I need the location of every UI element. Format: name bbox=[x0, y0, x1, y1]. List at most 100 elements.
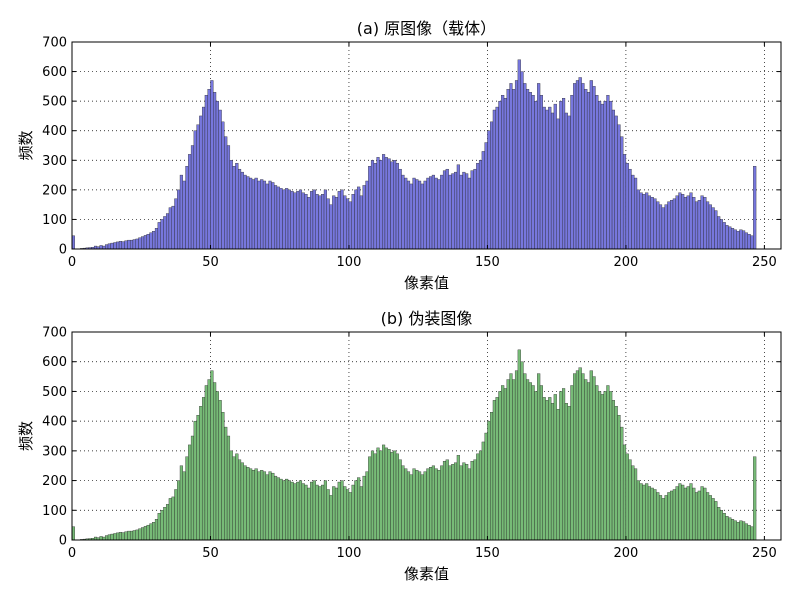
histogram-bar bbox=[113, 242, 117, 250]
histogram-bar bbox=[99, 245, 103, 250]
histogram-bar bbox=[556, 118, 560, 250]
histogram-bar bbox=[246, 176, 250, 250]
histogram-bar bbox=[512, 89, 516, 250]
histogram-bar bbox=[431, 174, 435, 250]
histogram-bar bbox=[318, 195, 322, 250]
histogram-bar bbox=[670, 490, 674, 541]
histogram-bar bbox=[622, 154, 627, 250]
histogram-bar bbox=[598, 100, 602, 250]
histogram-bar bbox=[645, 192, 649, 250]
histogram-bar bbox=[517, 59, 521, 250]
histogram-bar bbox=[304, 194, 308, 250]
histogram-bar bbox=[711, 498, 715, 541]
histogram-bar bbox=[190, 435, 195, 541]
histogram-bar bbox=[675, 195, 679, 250]
histogram-bar bbox=[672, 489, 676, 541]
histogram-bar bbox=[495, 106, 499, 250]
histogram-bar bbox=[531, 95, 535, 250]
y-tick-label: 200 bbox=[42, 474, 67, 489]
histogram-bar bbox=[346, 489, 350, 541]
histogram-bar bbox=[201, 397, 206, 541]
histogram-bar bbox=[379, 160, 383, 250]
histogram-bar bbox=[514, 80, 519, 250]
histogram-bar bbox=[603, 100, 607, 250]
histogram-bar bbox=[384, 447, 388, 541]
histogram-bar bbox=[625, 163, 629, 250]
histogram-bar bbox=[415, 179, 419, 250]
histogram-bar bbox=[141, 527, 145, 541]
histogram-bar bbox=[534, 391, 538, 541]
histogram-bar bbox=[692, 197, 696, 250]
histogram-bar bbox=[556, 409, 560, 541]
histogram-bar bbox=[667, 492, 671, 541]
histogram-bar bbox=[224, 136, 228, 250]
histogram-bar bbox=[279, 188, 283, 250]
histogram-bar bbox=[213, 382, 217, 541]
histogram-bar bbox=[160, 510, 164, 541]
histogram-bar bbox=[656, 492, 660, 541]
histogram-bar bbox=[617, 124, 621, 250]
histogram-bar bbox=[204, 385, 208, 541]
histogram-bar bbox=[730, 519, 735, 541]
histogram-bar bbox=[251, 469, 255, 541]
histogram-bar bbox=[647, 195, 652, 250]
histogram-bar bbox=[465, 173, 469, 250]
histogram-bar bbox=[733, 229, 737, 250]
histogram-bar bbox=[199, 115, 203, 250]
y-tick-label: 300 bbox=[42, 444, 67, 459]
histogram-bar bbox=[672, 198, 676, 250]
histogram-bar bbox=[706, 492, 710, 541]
x-tick-label: 100 bbox=[337, 255, 362, 270]
histogram-bar bbox=[237, 168, 242, 250]
histogram-bar bbox=[390, 161, 394, 250]
histogram-bar bbox=[694, 492, 699, 541]
histogram-bar bbox=[379, 450, 383, 541]
y-tick-label: 300 bbox=[42, 154, 67, 169]
histogram-bar bbox=[257, 471, 261, 541]
histogram-bar bbox=[401, 174, 405, 250]
histogram-bar bbox=[138, 528, 142, 541]
histogram-bar bbox=[334, 487, 339, 541]
histogram-bar bbox=[584, 379, 588, 541]
histogram-bar bbox=[179, 465, 183, 541]
histogram-bar bbox=[229, 450, 233, 541]
histogram-bar bbox=[401, 465, 405, 541]
histogram-bar bbox=[537, 83, 541, 250]
histogram-bar bbox=[249, 177, 253, 250]
histogram-bar bbox=[118, 532, 123, 541]
histogram-bar bbox=[490, 121, 494, 250]
histogram-bar bbox=[210, 80, 214, 250]
histogram-bar bbox=[332, 486, 336, 541]
histogram-bar bbox=[456, 455, 460, 541]
histogram-bar bbox=[714, 501, 718, 541]
histogram-panel-carrier: 0 50 100 150 200 250 0 100 200 300 400 500 600 700 (a)… bbox=[17, 19, 782, 292]
histogram-bar bbox=[221, 412, 225, 541]
histogram-bar bbox=[445, 459, 449, 541]
histogram-bar bbox=[634, 468, 638, 541]
histogram-bar bbox=[395, 453, 399, 541]
x-axis-label: 像素值 bbox=[404, 274, 449, 292]
histogram-bar bbox=[445, 168, 449, 250]
histogram-bar bbox=[141, 236, 145, 250]
histogram-bar bbox=[548, 106, 552, 250]
histogram-bar bbox=[442, 461, 447, 541]
histogram-bar bbox=[149, 232, 153, 250]
histogram-bar bbox=[739, 229, 743, 250]
x-tick-label: 150 bbox=[475, 255, 500, 270]
histogram-bar bbox=[728, 517, 732, 541]
histogram-bar bbox=[351, 194, 355, 250]
histogram-bar bbox=[265, 183, 269, 250]
x-axis-label: 像素值 bbox=[404, 565, 449, 583]
histogram-bar bbox=[614, 406, 618, 541]
histogram-bar bbox=[628, 459, 632, 541]
histogram-bar bbox=[406, 180, 411, 250]
histogram-bar bbox=[595, 385, 599, 541]
histogram-bar bbox=[235, 453, 239, 541]
histogram-bar bbox=[653, 198, 657, 250]
histogram-bar bbox=[357, 477, 361, 541]
histogram-bar bbox=[171, 496, 175, 541]
histogram-bar bbox=[105, 244, 109, 250]
histogram-bar bbox=[559, 100, 563, 250]
histogram-bar bbox=[129, 239, 134, 250]
histogram-bar bbox=[634, 177, 638, 250]
